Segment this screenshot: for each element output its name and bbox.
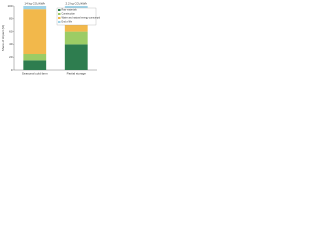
y-tick-label: 80: [9, 17, 13, 21]
y-tick-label: 40: [9, 42, 13, 46]
legend-swatch: [58, 9, 61, 11]
legend-swatch: [58, 17, 61, 19]
bar-segment: [23, 54, 47, 61]
bar-segment: [23, 60, 47, 70]
annotation: 2.2 kg CO₂/kWh: [65, 1, 87, 5]
legend-label: End of life: [62, 21, 73, 24]
chart: Share of impact (%) 0 20 40 60 80 100 Seasonal…: [1, 1, 101, 75]
x-tick-label: Seasonal cold farm: [22, 71, 48, 75]
y-tick-label: 100: [7, 4, 12, 8]
legend-label: Water and natural energy consumption: [62, 17, 101, 20]
bar-segment: [23, 9, 47, 54]
x-tick-label: Partial storage: [67, 71, 87, 75]
legend-swatch: [58, 13, 61, 15]
legend-swatch: [58, 21, 61, 23]
y-tick-label: 60: [9, 29, 13, 33]
y-tick-label: 0: [11, 68, 13, 72]
bar-segment: [23, 6, 47, 10]
annotation: 14 kg CO₂/kWh: [24, 1, 45, 5]
legend-box: [56, 7, 97, 26]
bar-segment: [64, 31, 88, 45]
y-axis-label: Share of impact (%): [1, 25, 5, 52]
y-tick-label: 20: [9, 55, 13, 59]
bar-segment: [64, 44, 88, 70]
legend-label: Raw materials: [62, 9, 78, 12]
legend-label: Construction: [62, 13, 76, 16]
